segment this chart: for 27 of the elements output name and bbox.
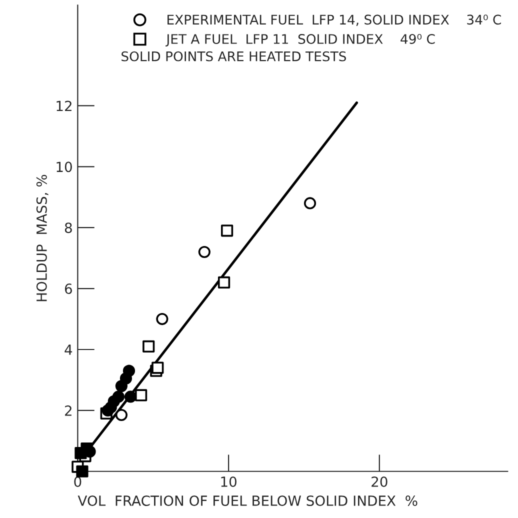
point — [135, 389, 148, 402]
point — [76, 465, 88, 478]
y-tick-label: 10 — [56, 162, 72, 172]
point — [156, 312, 168, 326]
legend-label: JET A FUEL LFP 11 SOLID INDEX 49⁰ C — [166, 34, 435, 46]
point — [115, 380, 128, 392]
point — [218, 276, 230, 289]
point — [142, 340, 155, 353]
point — [198, 246, 210, 258]
y-tick-label: 4 — [64, 344, 72, 355]
point — [102, 404, 114, 416]
point — [124, 390, 137, 403]
x-axis-title: VOL FRACTION OF FUEL BELOW SOLID INDEX % — [78, 495, 418, 506]
x-tick-label: 20 — [372, 476, 388, 487]
point — [152, 362, 164, 374]
x-tick-label: 0 — [74, 476, 82, 487]
x-tick-label: 10 — [221, 476, 236, 487]
point — [220, 224, 234, 237]
y-tick-label: 12 — [56, 100, 72, 112]
annotation: SOLID POINTS ARE HEATED TESTS — [122, 51, 346, 62]
y-axis-title: HOLDUP MASS, % — [36, 174, 48, 302]
legend-label: EXPERIMENTAL FUEL LFP 14, SOLID INDEX 34⁰ C — [168, 14, 501, 26]
y-tick-label: 2 — [65, 405, 72, 416]
point — [304, 197, 316, 210]
y-tick-label: 8 — [64, 222, 72, 234]
point — [115, 408, 128, 422]
y-tick-label: 6 — [64, 284, 72, 294]
